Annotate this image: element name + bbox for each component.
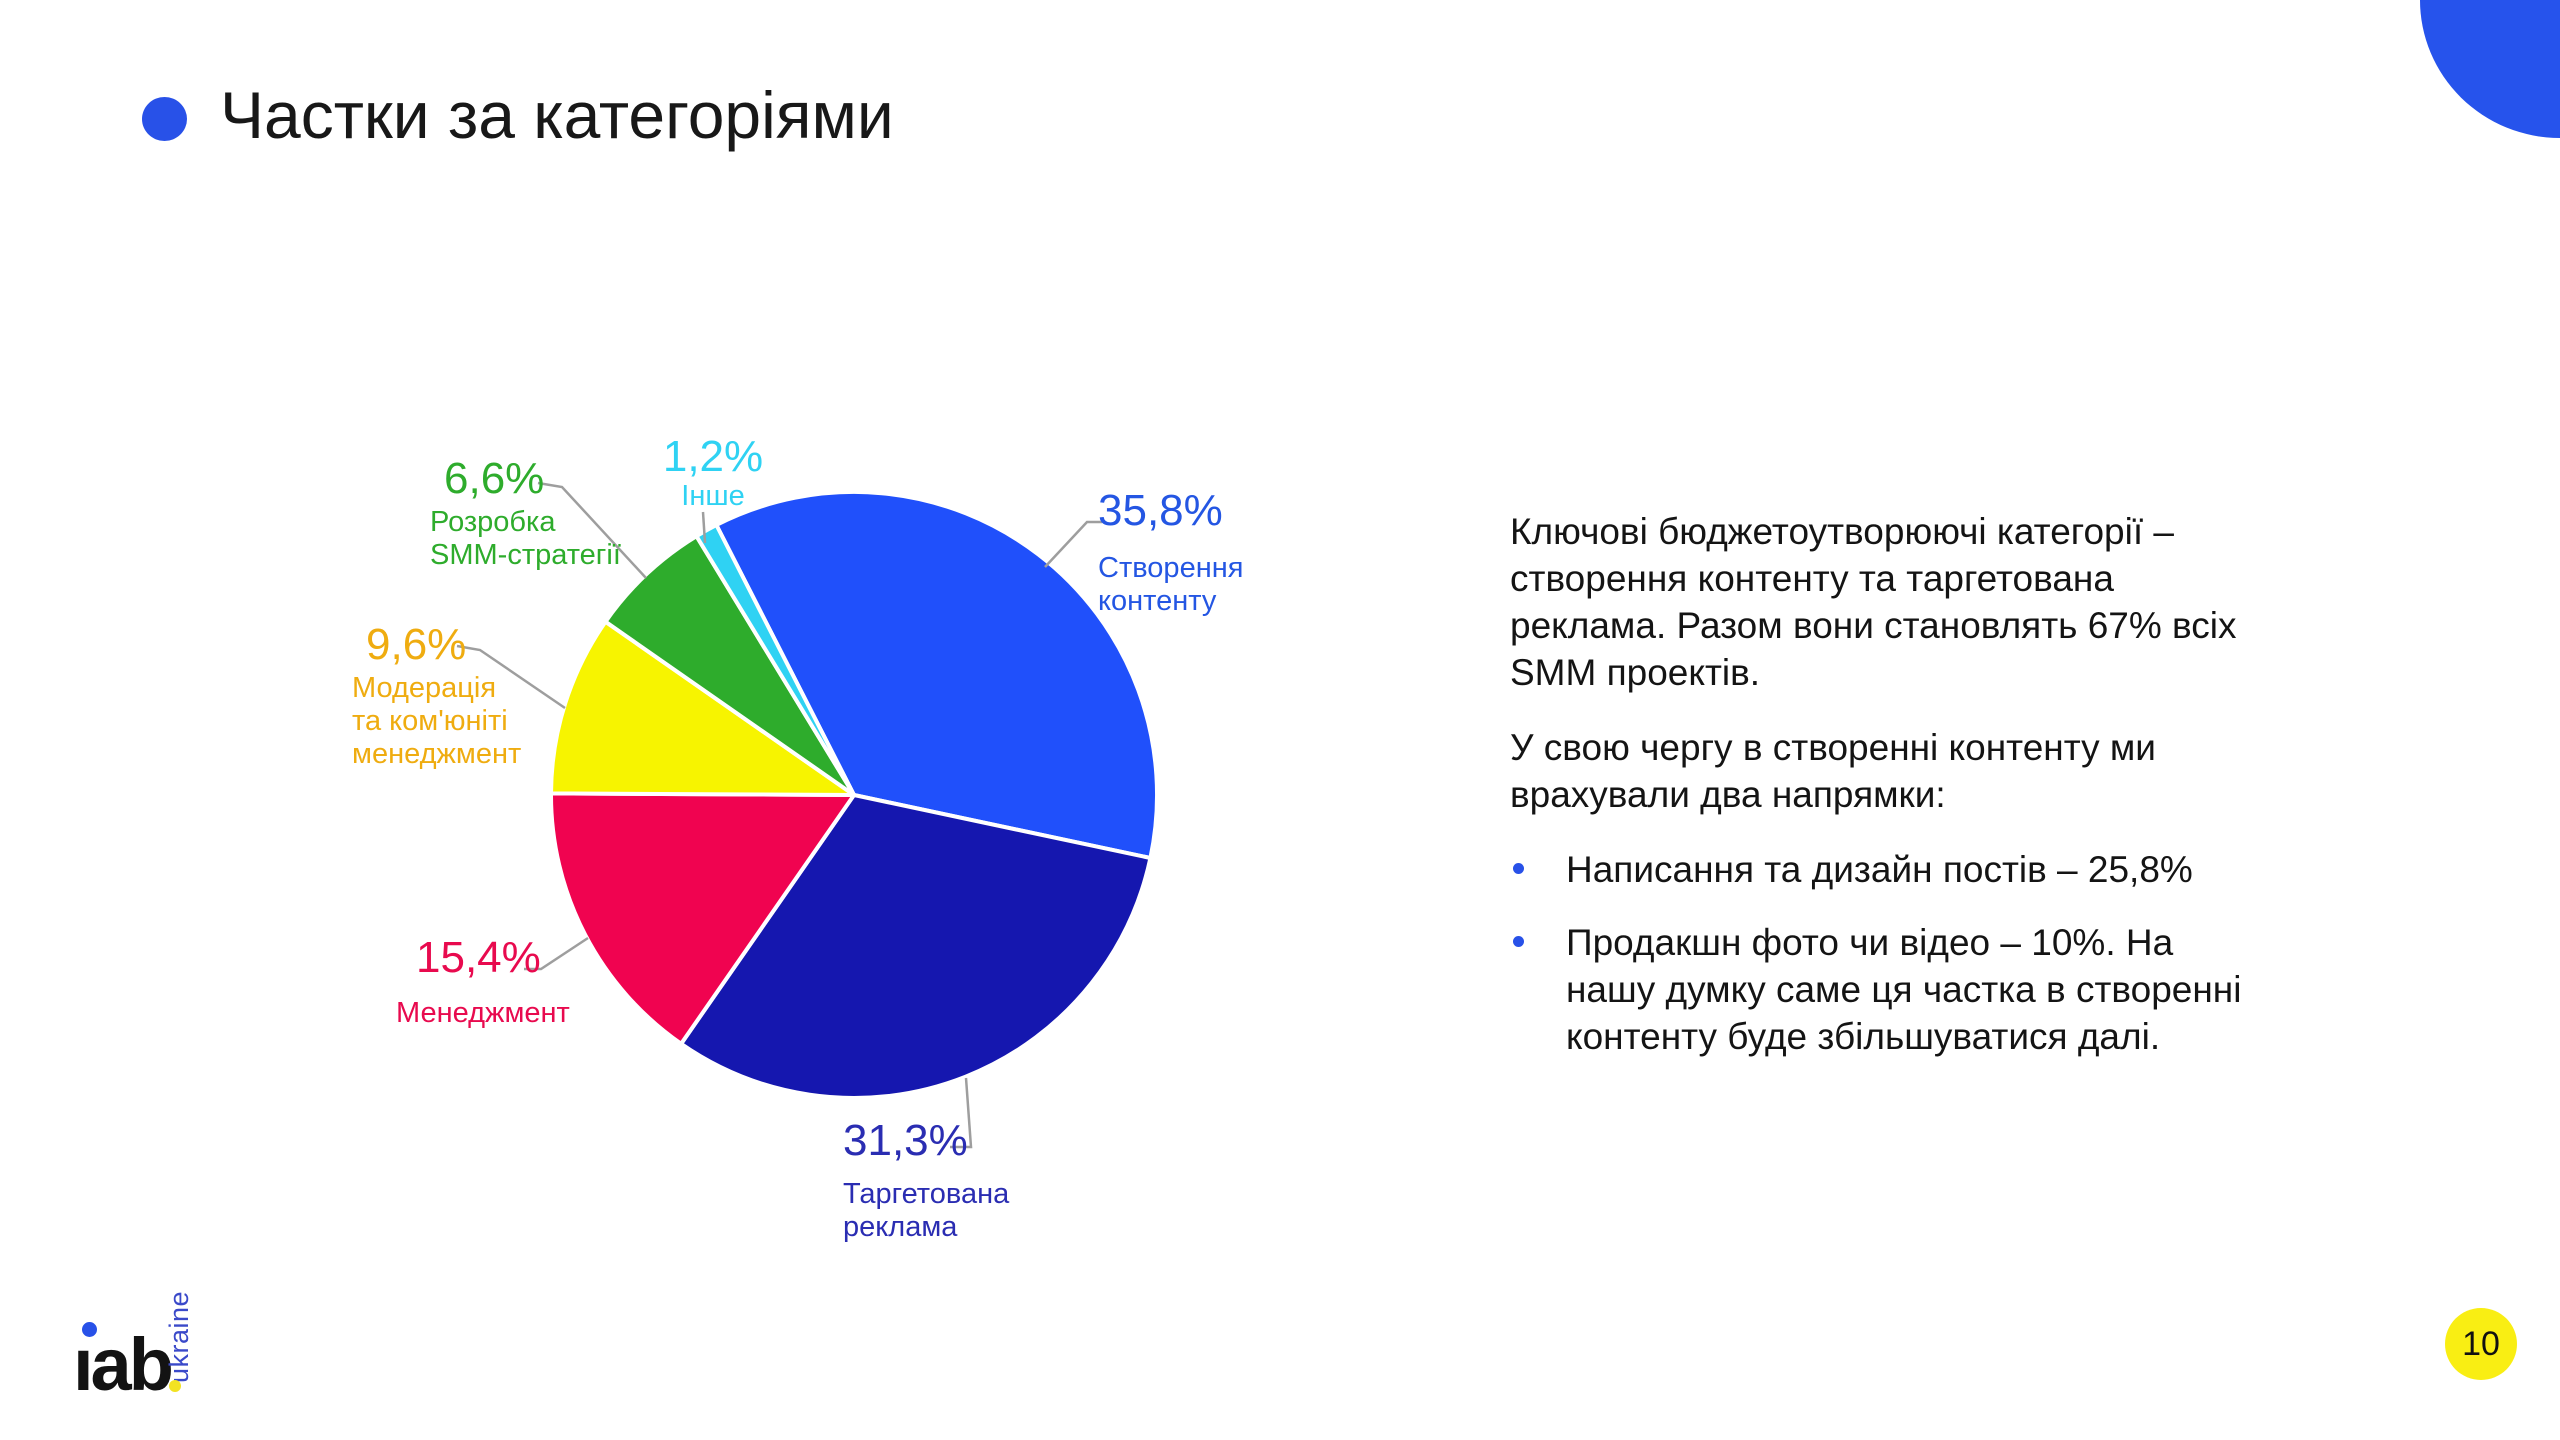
leader-line-targeted [950, 1077, 973, 1149]
page-title: Частки за категоріями [220, 78, 894, 152]
iab-logo-blue-dot-icon [82, 1322, 97, 1337]
iab-logo: ıab [73, 1323, 174, 1406]
pie-category-other: Інше [681, 480, 745, 512]
body-text-column: Ключові бюджетоутворюючі категорії – ств… [1510, 508, 2370, 1086]
body-paragraph-1: Ключові бюджетоутворюючі категорії – ств… [1510, 511, 2237, 693]
leader-line-strategy [537, 481, 647, 579]
iab-logo-yellow-dot-icon [169, 1380, 181, 1392]
pie-label-management: 15,4% Менеджмент [396, 933, 636, 1030]
pie-slice [549, 619, 856, 797]
pie-slices [548, 489, 1159, 1100]
pie-value-strategy: 6,6% [444, 454, 545, 503]
pie-category-moderation: Модерація та ком'юніті менеджмент [352, 672, 522, 770]
body-paragraph-2: У свою чергу в створенні контенту ми вра… [1510, 727, 2156, 815]
bullet-icon [1513, 863, 1524, 874]
pie-slice [714, 489, 1159, 860]
page-number: 10 [2462, 1324, 2500, 1363]
pie-category-management: Менеджмент [396, 997, 570, 1029]
iab-logo-ukraine-text: ukraine [164, 1290, 194, 1383]
bullet-text-1: Написання та дизайн постів – 25,8% [1566, 849, 2193, 890]
pie-slice [679, 793, 1153, 1100]
pie-label-other: 1,2% Інше [650, 432, 776, 513]
pie-slice [603, 534, 856, 797]
leader-line-other [701, 511, 707, 544]
pie-value-management: 15,4% [416, 933, 541, 982]
pie-slice [548, 791, 856, 1046]
pie-value-targeted: 31,3% [843, 1116, 968, 1165]
pie-value-moderation: 9,6% [366, 620, 467, 669]
pie-label-strategy: 6,6% Розробка SMM-стратегії [430, 454, 650, 572]
pie-label-targeted: 31,3% Таргетована реклама [843, 1116, 1053, 1244]
leader-line-management [524, 936, 589, 971]
bullet-item-2: Продакшн фото чи відео – 10%. На нашу ду… [1510, 919, 2370, 1060]
pie-label-moderation: 9,6% Модерація та ком'юніті менеджмент [352, 620, 522, 771]
leader-line-moderation [456, 644, 566, 710]
title-bullet-icon [142, 97, 187, 141]
pie-category-strategy: Розробка SMM-стратегії [430, 506, 621, 571]
pie-category-content: Створення контенту [1098, 552, 1244, 617]
bullet-item-1: Написання та дизайн постів – 25,8% [1510, 846, 2370, 893]
pie-value-other: 1,2% [662, 432, 764, 481]
bullet-icon [1513, 936, 1524, 947]
pie-value-content: 35,8% [1098, 486, 1223, 535]
bullet-list: Написання та дизайн постів – 25,8% Прода… [1510, 846, 2370, 1060]
page-number-badge: 10 [2445, 1308, 2517, 1380]
pie-slice [694, 523, 856, 797]
pie-category-targeted: Таргетована реклама [843, 1178, 1010, 1243]
leader-line-content [1044, 520, 1102, 568]
bullet-text-2: Продакшн фото чи відео – 10%. На нашу ду… [1566, 922, 2242, 1057]
pie-label-content: 35,8% Створення контенту [1098, 486, 1288, 618]
